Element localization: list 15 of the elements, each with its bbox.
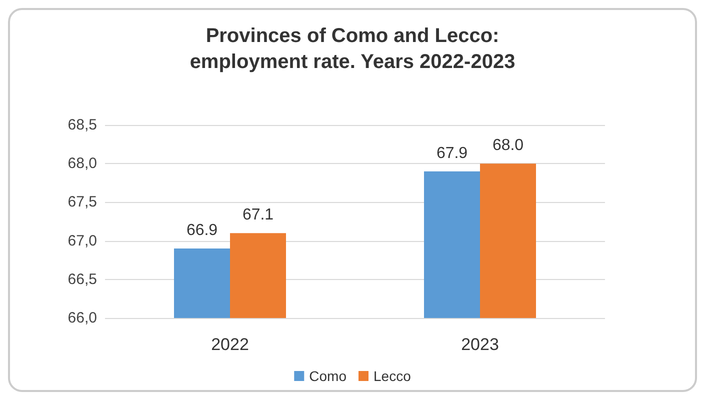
data-label: 68.0 xyxy=(492,137,524,154)
x-tick-label: 2022 xyxy=(211,335,249,354)
y-tick-label: 68,5 xyxy=(68,116,97,134)
data-label: 66.9 xyxy=(186,222,218,240)
legend-label: Lecco xyxy=(373,368,412,384)
y-tick-label: 68,0 xyxy=(68,155,97,172)
y-tick-label: 66,5 xyxy=(68,270,97,288)
legend-label: Como xyxy=(309,368,347,384)
data-label: 67.1 xyxy=(242,206,274,224)
y-tick-label: 67,0 xyxy=(68,232,97,250)
chart-title: Provinces of Como and Lecco: employment rate. Years 2022-2023 xyxy=(190,25,516,73)
y-tick-label: 66,0 xyxy=(68,310,97,326)
x-tick-label: 2023 xyxy=(461,335,499,354)
data-label: 67.9 xyxy=(436,144,468,162)
y-tick-label: 67,5 xyxy=(68,194,97,211)
